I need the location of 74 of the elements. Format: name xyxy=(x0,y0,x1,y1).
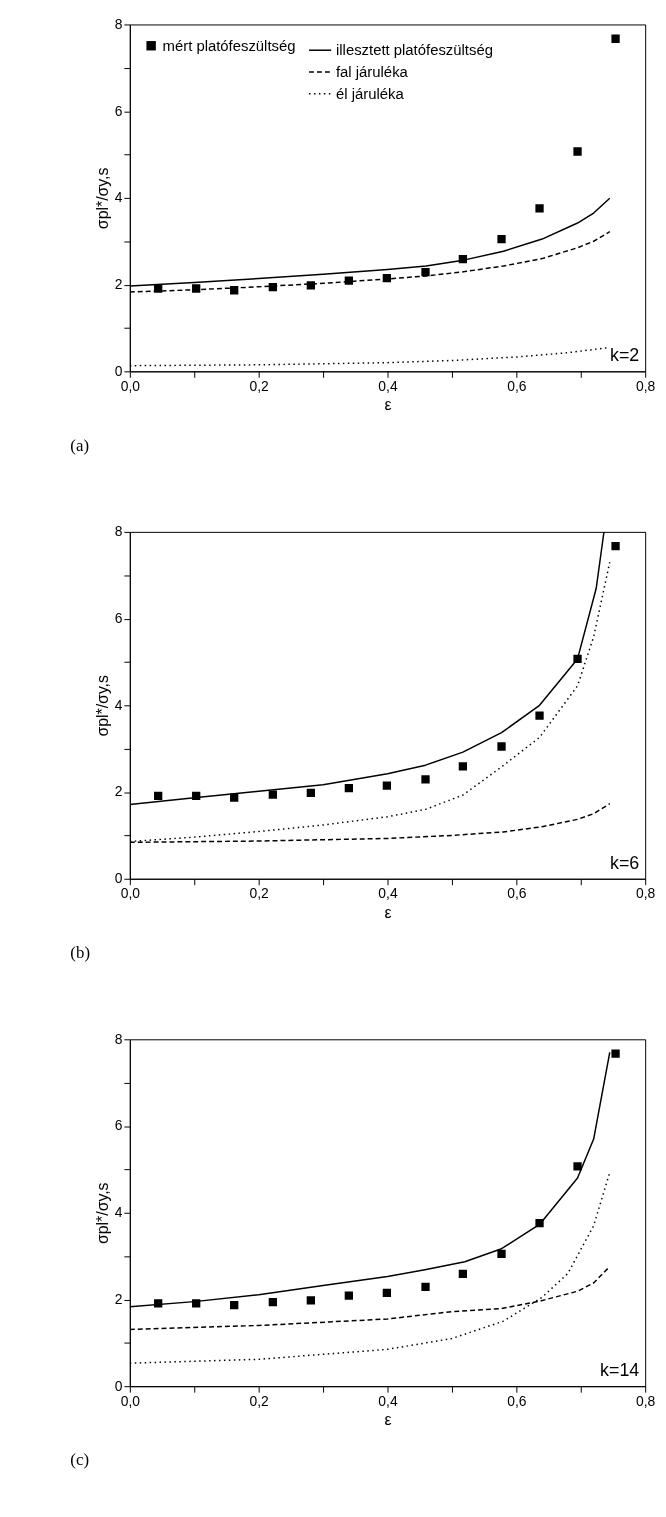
point xyxy=(344,783,353,793)
x-tick-label: 0,4 xyxy=(378,885,398,902)
point xyxy=(306,1296,315,1305)
x-axis-title: ε xyxy=(384,396,392,414)
annotation: k=14 xyxy=(600,1360,640,1381)
legend-label: fal járuléka xyxy=(335,63,409,80)
point xyxy=(611,1049,620,1058)
point xyxy=(268,1297,277,1307)
point xyxy=(306,281,315,290)
point xyxy=(535,711,544,720)
annotation: k=6 xyxy=(609,852,640,873)
y-tick-label: 0 xyxy=(114,362,123,379)
legend-label: mért platófeszültség xyxy=(162,37,296,54)
x-tick-label: 0,0 xyxy=(120,885,141,902)
x-tick-label: 0,2 xyxy=(249,1392,270,1409)
x-tick-label: 0,6 xyxy=(507,885,527,902)
point xyxy=(611,34,620,43)
point xyxy=(230,1300,239,1310)
x-tick-label: 0,8 xyxy=(636,1392,656,1409)
point xyxy=(344,1291,353,1300)
point xyxy=(611,542,620,551)
point xyxy=(154,1299,163,1308)
point xyxy=(535,204,544,213)
point xyxy=(458,1269,468,1279)
x-tick-label: 0,8 xyxy=(636,377,656,394)
y-tick-label: 0 xyxy=(114,870,123,887)
x-axis-title: ε xyxy=(384,1411,392,1429)
x-tick-label: 0,6 xyxy=(507,377,527,394)
point xyxy=(382,1288,392,1298)
point xyxy=(497,1249,506,1259)
point xyxy=(154,791,163,801)
y-tick-label: 6 xyxy=(114,610,123,627)
y-tick-label: 2 xyxy=(114,276,123,293)
point xyxy=(382,781,392,790)
point xyxy=(306,788,315,798)
point xyxy=(268,790,277,799)
y-tick-label: 8 xyxy=(114,15,123,32)
y-axis-title: σpl*/σy,s xyxy=(93,674,111,737)
point xyxy=(458,762,468,771)
x-tick-label: 0,2 xyxy=(249,377,270,394)
y-axis-title: σpl*/σy,s xyxy=(93,1182,111,1245)
point xyxy=(573,1162,582,1171)
x-axis-title: ε xyxy=(384,903,392,921)
point xyxy=(192,284,201,293)
text: (c) xyxy=(70,1450,90,1470)
x-tick-label: 0,2 xyxy=(249,885,270,902)
y-tick-label: 6 xyxy=(114,102,123,119)
x-tick-label: 0,4 xyxy=(378,377,398,394)
y-tick-label: 4 xyxy=(114,1204,123,1221)
y-axis-title: σpl*/σy,s xyxy=(93,167,111,230)
x-tick-label: 0,0 xyxy=(120,377,141,394)
y-tick-label: 8 xyxy=(114,1030,123,1047)
point xyxy=(497,742,506,751)
y-tick-label: 2 xyxy=(114,1290,123,1307)
y-tick-label: 2 xyxy=(114,783,123,800)
y-tick-label: 0 xyxy=(114,1377,123,1394)
point xyxy=(573,147,582,156)
x-tick-label: 0,8 xyxy=(636,885,656,902)
y-tick-label: 4 xyxy=(114,189,123,206)
annotation: k=2 xyxy=(609,345,640,366)
point xyxy=(497,234,506,244)
x-tick-label: 0,4 xyxy=(378,1392,398,1409)
x-tick-label: 0,6 xyxy=(507,1392,527,1409)
y-tick-label: 4 xyxy=(114,696,123,713)
point xyxy=(421,1282,430,1292)
legend-label: illesztett platófeszültség xyxy=(335,42,493,59)
text: (a) xyxy=(70,435,90,455)
y-tick-label: 6 xyxy=(114,1117,123,1134)
text: (b) xyxy=(70,943,90,963)
x-tick-label: 0,0 xyxy=(120,1392,141,1409)
y-tick-label: 8 xyxy=(114,523,123,540)
point xyxy=(421,775,430,784)
point xyxy=(421,267,430,277)
legend-label: él járuléka xyxy=(335,85,405,102)
